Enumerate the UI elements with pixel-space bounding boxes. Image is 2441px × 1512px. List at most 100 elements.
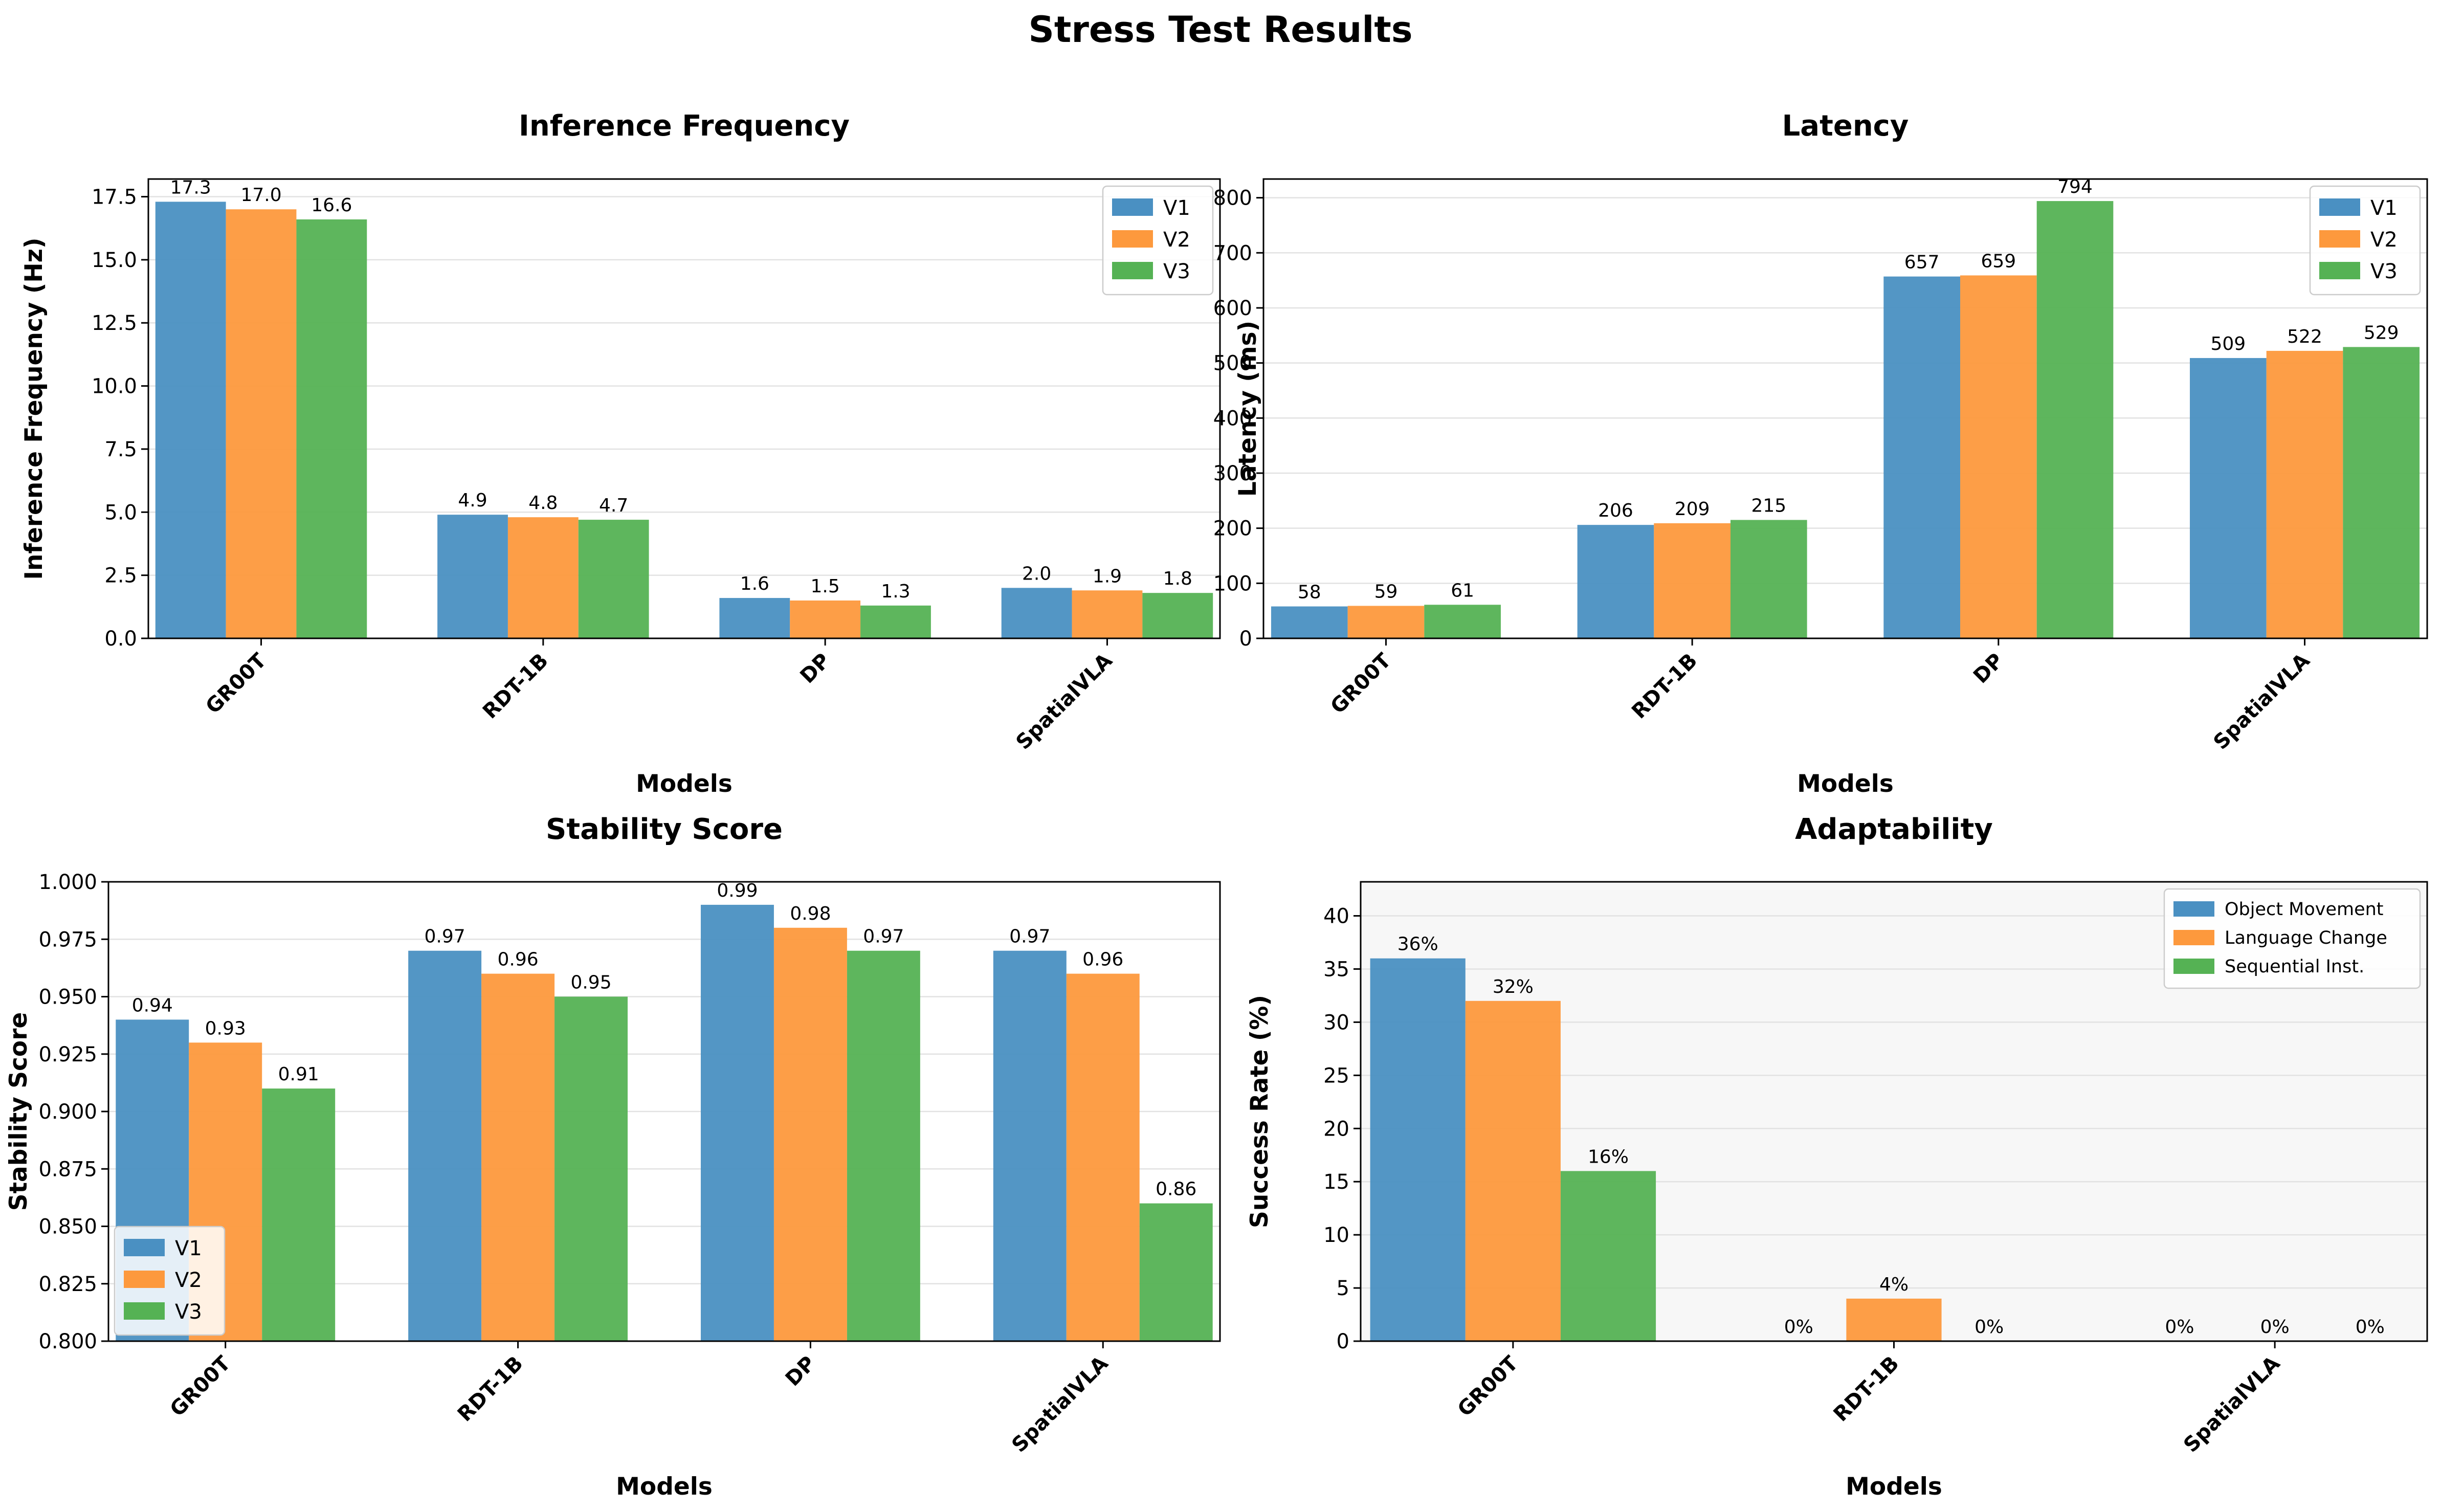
data-label: 0.96 bbox=[1082, 949, 1123, 970]
y-tick-label: 0.800 bbox=[38, 1330, 97, 1353]
bar bbox=[507, 517, 579, 638]
y-tick-label: 200 bbox=[1213, 517, 1252, 541]
data-label: 16% bbox=[1588, 1146, 1629, 1167]
data-label: 58 bbox=[1298, 582, 1321, 603]
y-tick-label: 0.850 bbox=[38, 1215, 97, 1239]
panel-title: Latency bbox=[1782, 109, 1909, 143]
data-label: 0.94 bbox=[132, 995, 173, 1016]
bar bbox=[847, 950, 920, 1341]
panel-title: Inference Frequency bbox=[519, 109, 850, 143]
data-label: 522 bbox=[2287, 326, 2322, 347]
axes-frame bbox=[107, 881, 1221, 1342]
y-tick-label: 0.875 bbox=[38, 1158, 97, 1181]
figure-title: Stress Test Results bbox=[1029, 9, 1413, 51]
data-label: 4% bbox=[1879, 1274, 1909, 1295]
data-label: 4.7 bbox=[599, 495, 628, 516]
data-label: 2.0 bbox=[1022, 563, 1051, 584]
x-tick-label: RDT-1B bbox=[478, 649, 553, 724]
data-label: 794 bbox=[2057, 176, 2093, 197]
data-label: 32% bbox=[1493, 976, 1534, 997]
data-label: 529 bbox=[2364, 322, 2399, 343]
x-axis-label: Models bbox=[1797, 770, 1894, 798]
bar bbox=[296, 219, 367, 638]
bar bbox=[1271, 606, 1348, 638]
bar bbox=[2343, 347, 2420, 638]
y-tick-label: 0 bbox=[1239, 627, 1252, 651]
y-tick-label: 600 bbox=[1213, 297, 1252, 320]
data-label: 206 bbox=[1598, 500, 1633, 521]
bar bbox=[1142, 593, 1213, 638]
bar bbox=[262, 1088, 336, 1341]
data-label: 17.0 bbox=[240, 185, 281, 206]
x-axis-label: Models bbox=[636, 770, 733, 798]
y-tick-label: 7.5 bbox=[104, 438, 137, 461]
data-label: 1.3 bbox=[881, 581, 910, 602]
bar bbox=[437, 515, 508, 638]
bar bbox=[226, 209, 297, 638]
bar bbox=[719, 598, 790, 638]
y-axis-label: Success Rate (%) bbox=[1246, 995, 1274, 1228]
bar bbox=[2190, 358, 2267, 638]
bar bbox=[1846, 1298, 1942, 1341]
bar bbox=[1960, 275, 2037, 638]
axes-frame bbox=[1360, 881, 2428, 1342]
legend: V1 V2 V3 bbox=[114, 1226, 226, 1336]
legend-label: V3 bbox=[175, 1300, 202, 1324]
y-axis-label: Inference Frequency (Hz) bbox=[20, 238, 48, 580]
y-tick-label: 400 bbox=[1213, 407, 1252, 430]
bar bbox=[1370, 958, 1466, 1341]
data-label: 0.96 bbox=[498, 949, 539, 970]
y-axis-label: Stability Score bbox=[5, 1012, 33, 1211]
y-tick-label: 300 bbox=[1213, 462, 1252, 485]
legend-box bbox=[2163, 888, 2421, 989]
bar bbox=[1577, 525, 1654, 638]
x-tick-label: SpatialVLA bbox=[2179, 1352, 2284, 1457]
y-tick-label: 35 bbox=[1323, 958, 1349, 981]
x-tick-label: GR00T bbox=[201, 649, 271, 719]
chart-panel-2: 0 100 200 300 400 500 600 700 800 58 206 657 509 59 20… bbox=[1213, 109, 2428, 798]
bar bbox=[1139, 1203, 1213, 1341]
bar bbox=[1730, 520, 1807, 638]
y-tick-label: 15.0 bbox=[92, 249, 137, 272]
x-tick-label: GR00T bbox=[1326, 649, 1396, 719]
legend-swatch bbox=[2319, 230, 2360, 248]
legend-label: V2 bbox=[1163, 228, 1190, 252]
legend: Object Movement Language Change Sequential… bbox=[2163, 888, 2421, 989]
bar bbox=[155, 202, 226, 638]
x-tick-label: DP bbox=[781, 1352, 820, 1391]
bar bbox=[993, 950, 1067, 1341]
legend-label: V3 bbox=[2370, 260, 2398, 283]
chart-panels: 0.0 2.5 5.0 7.5 10.0 12.5 15.0 17.5 17.3 4.9 1.6 2.… bbox=[5, 109, 2428, 1501]
bar bbox=[408, 950, 482, 1341]
panel-title: Stability Score bbox=[546, 813, 783, 846]
data-label: 61 bbox=[1451, 580, 1474, 601]
legend-swatch bbox=[2319, 198, 2360, 216]
y-tick-label: 40 bbox=[1323, 905, 1349, 928]
y-tick-label: 25 bbox=[1323, 1064, 1349, 1087]
bar bbox=[790, 600, 861, 638]
data-label: 0.93 bbox=[205, 1018, 246, 1039]
legend-label: V2 bbox=[175, 1269, 202, 1292]
bar bbox=[1066, 973, 1140, 1341]
legend-label: V1 bbox=[175, 1237, 202, 1260]
legend-label: V3 bbox=[1163, 260, 1190, 283]
data-label: 0.91 bbox=[278, 1064, 319, 1085]
data-label: 509 bbox=[2210, 333, 2246, 354]
x-tick-label: SpatialVLA bbox=[1012, 649, 1117, 754]
x-tick-label: DP bbox=[795, 649, 835, 688]
panel-title: Adaptability bbox=[1795, 813, 1993, 846]
y-tick-label: 10.0 bbox=[92, 375, 137, 398]
data-label: 59 bbox=[1374, 581, 1398, 602]
data-label: 0% bbox=[2260, 1317, 2290, 1338]
y-tick-label: 30 bbox=[1323, 1011, 1349, 1034]
y-tick-label: 0.950 bbox=[38, 986, 97, 1009]
legend: V1 V2 V3 bbox=[2309, 185, 2421, 296]
y-axis-label: Latency (ms) bbox=[1234, 321, 1262, 497]
chart-panel-1: 0.0 2.5 5.0 7.5 10.0 12.5 15.0 17.5 17.3 4.9 1.6 2.… bbox=[20, 109, 1221, 798]
y-tick-label: 500 bbox=[1213, 352, 1252, 375]
x-axis-label: Models bbox=[616, 1473, 713, 1501]
bar bbox=[1347, 606, 1425, 638]
data-label: 0% bbox=[1784, 1317, 1813, 1338]
y-tick-label: 10 bbox=[1323, 1224, 1349, 1247]
data-label: 0.97 bbox=[1009, 926, 1050, 947]
